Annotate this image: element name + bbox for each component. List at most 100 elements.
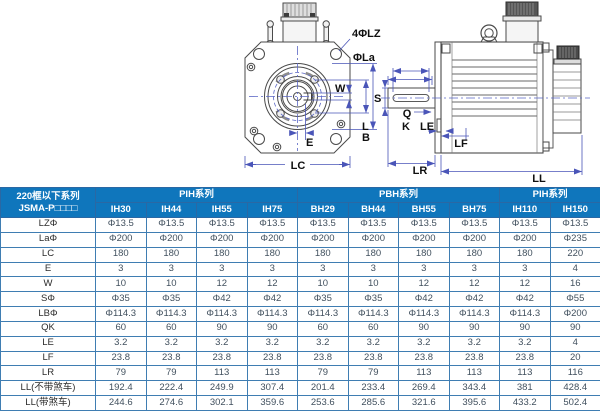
spec-cell: 60 <box>297 320 349 337</box>
spec-cell: Φ114.3 <box>196 306 248 322</box>
spec-cell: Φ35 <box>297 291 349 308</box>
spec-cell: 274.6 <box>145 395 197 411</box>
row-label: LZΦ <box>0 217 96 233</box>
spec-cell: 180 <box>95 246 147 263</box>
model-header: IH30 <box>95 202 147 218</box>
flange-bolt-holes <box>253 48 342 145</box>
spec-cell: 180 <box>246 246 299 263</box>
model-header: IH110 <box>499 202 551 218</box>
dim-label-b: B <box>362 132 370 144</box>
spec-cell: 20 <box>549 350 600 367</box>
table-row: LE 3.2 3.2 3.2 3.2 3.2 3.2 3.2 3.2 3.2 4 <box>0 335 600 352</box>
dim-label-lc: LC <box>291 160 306 172</box>
spec-cell: Φ13.5 <box>196 217 248 233</box>
flange-plate <box>434 41 442 154</box>
spec-cell: 3 <box>297 261 349 278</box>
model-code-label: JSMA-P□□□□ <box>18 202 78 214</box>
spec-cell: 116 <box>549 365 600 382</box>
motor-body <box>440 41 544 154</box>
spec-cell: 23.8 <box>297 350 349 367</box>
spec-cell: 3 <box>145 261 197 278</box>
dim-label-lr: LR <box>413 165 428 177</box>
table-row: LL(不带煞车) 192.4 222.4 249.9 307.4 201.4 233.4 26… <box>0 380 600 397</box>
spec-cell: 502.4 <box>549 395 600 411</box>
spec-cell: 3.2 <box>448 335 501 352</box>
spec-cell: 180 <box>196 246 248 263</box>
spec-cell: Φ13.5 <box>549 217 600 233</box>
cooling-fins <box>452 59 537 117</box>
model-header: IH75 <box>246 202 299 218</box>
spec-cell: 3.2 <box>145 335 197 352</box>
spec-cell: Φ200 <box>246 231 299 248</box>
spec-cell: 79 <box>297 365 349 382</box>
dim-label-w: W <box>335 83 346 95</box>
spec-cell: 180 <box>499 246 551 263</box>
spec-cell: Φ13.5 <box>448 217 501 233</box>
spec-cell: 10 <box>95 276 147 293</box>
spec-cell: Φ114.3 <box>297 306 349 322</box>
model-header: IH44 <box>145 202 197 218</box>
spec-cell: Φ200 <box>196 231 248 248</box>
spec-cell: 113 <box>398 365 450 382</box>
series-frame-label: 220框以下系列 <box>16 190 80 202</box>
model-header: IH55 <box>196 202 248 218</box>
spec-cell: 23.8 <box>196 350 248 367</box>
spec-cell: Φ200 <box>499 231 551 248</box>
row-label: LL(带煞车) <box>0 395 96 411</box>
spec-cell: Φ114.3 <box>145 306 197 322</box>
corner-header: 220框以下系列 JSMA-P□□□□ <box>0 187 96 218</box>
spec-cell: Φ114.3 <box>347 306 400 322</box>
dim-label-ll: LL <box>532 173 546 185</box>
spec-cell: 10 <box>145 276 197 293</box>
spec-cell: Φ235 <box>549 231 600 248</box>
dim-label-q: Q <box>403 108 412 120</box>
spec-cell: 302.1 <box>196 395 248 411</box>
row-label: LaΦ <box>0 231 96 248</box>
spec-cell: 3 <box>246 261 299 278</box>
spec-cell: Φ114.3 <box>499 306 551 322</box>
spec-cell: 180 <box>398 246 450 263</box>
spec-cell: 180 <box>448 246 501 263</box>
spec-cell: Φ55 <box>549 291 600 308</box>
spec-cell: 60 <box>347 320 400 337</box>
spec-cell: 433.2 <box>499 395 551 411</box>
table-row: LC 180 180 180 180 180 180 180 180 180 220 <box>0 246 600 263</box>
spec-cell: 113 <box>246 365 299 382</box>
spec-cell: Φ114.3 <box>95 306 147 322</box>
dim-label-k: K <box>402 121 410 133</box>
model-header: BH75 <box>448 202 501 218</box>
spec-table-body: LZΦ Φ13.5 Φ13.5 Φ13.5 Φ13.5 Φ13.5 Φ13.5 Φ13.5 Φ1… <box>0 217 600 411</box>
row-label: W <box>0 276 96 293</box>
spec-cell: 201.4 <box>297 380 349 397</box>
series-header-pih2: PIH系列 <box>499 187 600 203</box>
dim-label-e: E <box>306 137 313 149</box>
spec-cell: Φ13.5 <box>246 217 299 233</box>
spec-cell: 253.6 <box>297 395 349 411</box>
spec-cell: Φ200 <box>549 306 600 322</box>
motor-dimension-drawing: 4ΦLZ ΦLa W E LC L B S Q K LE LF LR LL <box>0 0 600 187</box>
spec-cell: 3.2 <box>297 335 349 352</box>
spec-cell: 23.8 <box>448 350 501 367</box>
spec-cell: 180 <box>347 246 400 263</box>
model-header: IH150 <box>549 202 600 218</box>
spec-cell: 192.4 <box>95 380 147 397</box>
dim-label-4phi-lz: 4ΦLZ <box>352 28 381 40</box>
spec-cell: 395.6 <box>448 395 501 411</box>
spec-cell: 3 <box>499 261 551 278</box>
spec-cell: 23.8 <box>95 350 147 367</box>
spec-cell: 23.8 <box>347 350 400 367</box>
spec-cell: 428.4 <box>549 380 600 397</box>
spec-cell: 244.6 <box>95 395 147 411</box>
spec-cell: 23.8 <box>499 350 551 367</box>
connector-top <box>502 1 542 43</box>
spec-cell: 10 <box>297 276 349 293</box>
spec-cell: 180 <box>297 246 349 263</box>
spec-cell: Φ42 <box>448 291 501 308</box>
row-label: LR <box>0 365 96 382</box>
spec-cell: 90 <box>196 320 248 337</box>
dim-label-phi-la: ΦLa <box>353 52 376 64</box>
spec-cell: Φ35 <box>95 291 147 308</box>
spec-cell: Φ13.5 <box>145 217 197 233</box>
spec-table-header: 220框以下系列 JSMA-P□□□□ PIH系列 PBH系列 PIH系列 IH… <box>0 187 600 218</box>
